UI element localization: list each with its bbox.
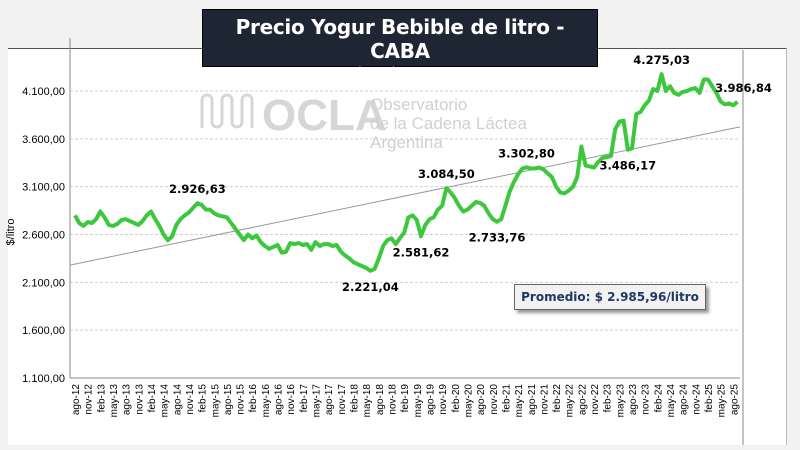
x-tick-label: may-19 (413, 384, 424, 418)
x-tick-label: nov-13 (134, 384, 145, 415)
data-label: 2.221,04 (342, 280, 399, 294)
data-label: 3.486,17 (599, 159, 656, 173)
x-tick-label: nov-18 (388, 384, 399, 415)
x-tick-label: feb-24 (653, 384, 664, 413)
data-label: 4.275,03 (633, 53, 690, 67)
x-tick-label: nov-19 (438, 384, 449, 415)
x-tick-label: may-24 (666, 384, 677, 418)
x-tick-label: may-21 (514, 384, 525, 418)
x-tick-label: feb-13 (96, 384, 107, 413)
y-tick-label: 1.100,00 (22, 373, 65, 385)
data-label: 3.986,84 (715, 81, 772, 95)
chart-title: Precio Yogur Bebible de litro - CABA (235, 15, 565, 63)
x-tick-label: feb-23 (603, 384, 614, 413)
x-tick-label: may-22 (565, 384, 576, 418)
x-tick-label: may-15 (210, 384, 221, 418)
x-tick-label: may-16 (261, 384, 272, 418)
x-tick-label: feb-15 (198, 384, 209, 413)
x-tick-label: feb-18 (350, 384, 361, 413)
y-tick-label: 2.600,00 (22, 229, 65, 241)
watermark-line1: Observatorio (370, 95, 467, 114)
x-tick-label: nov-21 (539, 384, 550, 415)
x-tick-label: ago-13 (122, 384, 133, 416)
x-tick-label: nov-17 (337, 384, 348, 415)
x-tick-label: ago-20 (476, 384, 487, 416)
data-labels: 2.926,63 2.221,04 2.581,62 3.084,50 2.733,76… (169, 53, 772, 294)
y-tick-label: 3.100,00 (22, 182, 65, 194)
x-tick-label: may-14 (160, 384, 171, 418)
x-tick-label: feb-19 (400, 384, 411, 413)
x-tick-label: ago-24 (679, 384, 690, 416)
chart-subtitle: - ajustado por IPC - (342, 65, 458, 79)
x-tick-label: ago-14 (172, 384, 183, 416)
title-box: Precio Yogur Bebible de litro - CABA - a… (202, 9, 598, 79)
x-tick-label: ago-18 (375, 384, 386, 416)
x-tick-label: may-13 (109, 384, 120, 418)
average-box: Promedio: $ 2.985,96/litro (514, 284, 706, 310)
x-tick-label: feb-25 (704, 384, 715, 413)
x-tick-label: ago-16 (274, 384, 285, 416)
chart-area (8, 48, 787, 445)
series-line (73, 72, 739, 273)
y-axis-label: $/litro (5, 219, 17, 246)
x-tick-label: may-23 (615, 384, 626, 418)
x-tick-label: may-18 (362, 384, 373, 418)
x-tick-label: ago-21 (527, 384, 538, 416)
watermark-line3: Argentina (370, 133, 443, 152)
x-tick-label: ago-19 (425, 384, 436, 416)
watermark-logo-text: OCLA (262, 91, 387, 140)
watermark-line2: de la Cadena Láctea (370, 114, 527, 133)
data-label: 2.733,76 (469, 231, 526, 245)
data-label: 2.581,62 (393, 245, 450, 259)
axes: 1.100,00 1.600,00 2.100,00 2.600,00 3.100,00… (22, 38, 744, 445)
y-tick-label: 2.100,00 (22, 277, 65, 289)
y-tick-label: 3.600,00 (22, 134, 65, 146)
x-tick-label: nov-14 (185, 384, 196, 415)
x-tick-label: feb-20 (451, 384, 462, 413)
x-tick-label: nov-12 (84, 384, 95, 415)
data-label: 3.084,50 (418, 167, 475, 181)
ocla-watermark: OCLA Observatorio de la Cadena Láctea Ar… (200, 91, 527, 152)
x-tick-label: may-20 (463, 384, 474, 418)
x-tick-label: may-25 (717, 384, 728, 418)
y-tick-label: 1.600,00 (22, 325, 65, 337)
x-tick-label: may-17 (312, 384, 323, 418)
x-tick-label: feb-17 (299, 384, 310, 413)
x-tick-label: feb-21 (501, 384, 512, 413)
x-tick-label: nov-24 (691, 384, 702, 415)
y-tick-label: 4.100,00 (22, 86, 65, 98)
ocla-logo-wave-icon (200, 93, 254, 129)
data-label: 2.926,63 (169, 182, 226, 196)
data-points (74, 74, 738, 271)
x-tick-label: feb-22 (552, 384, 563, 413)
x-tick-label: ago-23 (628, 384, 639, 416)
x-tick-label: ago-22 (577, 384, 588, 416)
x-tick-label: ago-15 (223, 384, 234, 416)
x-tick-label: nov-23 (641, 384, 652, 415)
x-tick-label: feb-16 (248, 384, 259, 413)
x-tick-label: ago-17 (324, 384, 335, 416)
x-tick-label: nov-15 (236, 384, 247, 415)
data-label: 3.302,80 (498, 146, 555, 160)
x-tick-label: nov-16 (286, 384, 297, 415)
x-tick-label: nov-20 (489, 384, 500, 415)
x-tick-label: ago-25 (729, 384, 740, 416)
x-tick-label: feb-14 (147, 384, 158, 413)
x-tick-label: ago-12 (71, 384, 82, 416)
x-tick-label: nov-22 (590, 384, 601, 415)
